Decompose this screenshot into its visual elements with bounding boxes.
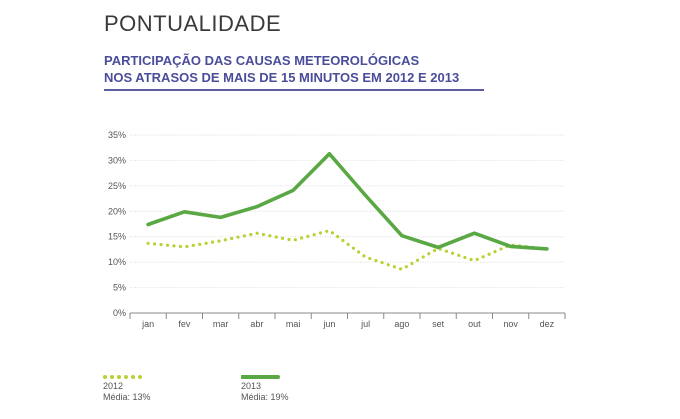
y-tick-label: 35%: [108, 130, 126, 140]
series-line-2012: [146, 229, 549, 271]
legend-label-2012: 2012: [103, 381, 124, 391]
x-tick-label: set: [432, 319, 445, 329]
x-tick-label: dez: [540, 319, 555, 329]
x-tick-label: mar: [213, 319, 229, 329]
x-tick-label: ago: [394, 319, 409, 329]
legend-item-2013: 2013 Média: 19%: [241, 381, 289, 403]
x-tick-label: nov: [503, 319, 518, 329]
y-tick-label: 20%: [108, 206, 126, 216]
legend-solid-line-icon: [240, 375, 280, 379]
x-tick-label: jan: [141, 319, 154, 329]
section-title: PONTUALIDADE: [104, 11, 282, 36]
legend-swatch-2013: [240, 368, 281, 386]
legend-item-2012: 2012 Média: 13%: [103, 381, 151, 403]
y-tick-label: 5%: [113, 283, 126, 293]
chart-subtitle-line-2: NOS ATRASOS DE MAIS DE 15 MINUTOS EM 201…: [104, 70, 460, 85]
x-tick-label: fev: [178, 319, 191, 329]
legend-swatch-2012: [103, 368, 143, 386]
legend-dotted-line-icon: [103, 375, 143, 379]
x-tick-label: jun: [322, 319, 335, 329]
legend-average-2013: Média: 19%: [241, 392, 289, 402]
legend-average-2012: Média: 13%: [103, 392, 151, 402]
y-tick-label: 25%: [108, 181, 126, 191]
x-tick-label: mai: [286, 319, 301, 329]
y-tick-label: 0%: [113, 308, 126, 318]
y-tick-label: 15%: [108, 232, 126, 242]
x-tick-label: out: [468, 319, 481, 329]
subtitle-underline: [104, 89, 484, 91]
series-line-2013: [146, 152, 549, 251]
legend-label-2013: 2013: [241, 381, 262, 391]
y-tick-label: 10%: [108, 257, 126, 267]
x-tick-label: jul: [360, 319, 370, 329]
chart-subtitle-line-1: PARTICIPAÇÃO DAS CAUSAS METEOROLÓGICAS: [104, 53, 420, 68]
x-tick-label: abr: [250, 319, 263, 329]
chart-subtitle: PARTICIPAÇÃO DAS CAUSAS METEOROLÓGICAS N…: [104, 52, 494, 86]
y-tick-label: 30%: [108, 155, 126, 165]
